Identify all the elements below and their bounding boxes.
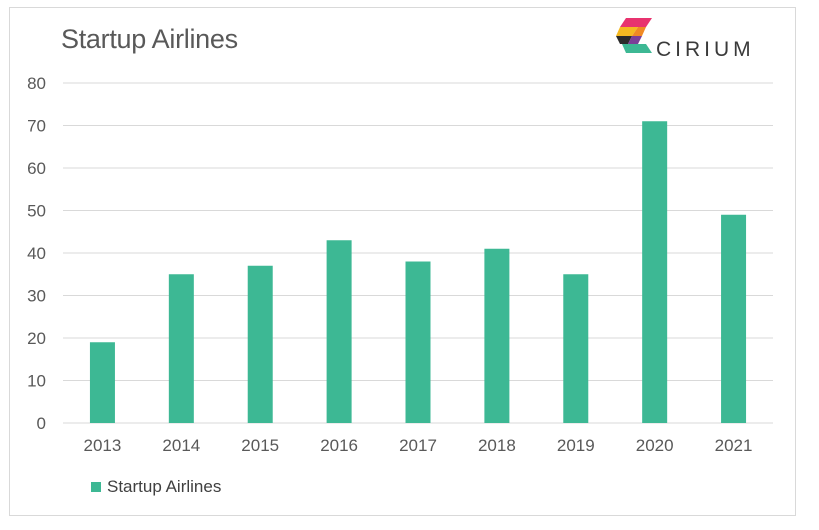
y-tick-label: 20 bbox=[27, 329, 46, 348]
x-tick-label: 2020 bbox=[636, 436, 674, 455]
y-tick-label: 40 bbox=[27, 244, 46, 263]
y-tick-label: 30 bbox=[27, 287, 46, 306]
x-tick-label: 2018 bbox=[478, 436, 516, 455]
y-tick-label: 80 bbox=[27, 74, 46, 93]
x-tick-label: 2019 bbox=[557, 436, 595, 455]
y-tick-label: 50 bbox=[27, 202, 46, 221]
y-tick-label: 70 bbox=[27, 117, 46, 136]
bar-2020 bbox=[642, 121, 668, 423]
bar-2013 bbox=[89, 342, 115, 423]
cirium-logo-text: CIRIUM bbox=[656, 38, 755, 61]
x-tick-label: 2014 bbox=[162, 436, 200, 455]
y-tick-label: 10 bbox=[27, 372, 46, 391]
x-tick-label: 2013 bbox=[84, 436, 122, 455]
y-tick-label: 0 bbox=[37, 414, 46, 433]
bar-2016 bbox=[326, 240, 352, 423]
cirium-logo: CIRIUM bbox=[616, 18, 776, 66]
legend-swatch bbox=[91, 482, 101, 492]
bar-2021 bbox=[721, 214, 747, 423]
x-tick-label: 2015 bbox=[241, 436, 279, 455]
legend-label: Startup Airlines bbox=[107, 477, 222, 496]
bar-2015 bbox=[247, 265, 273, 423]
y-axis-ticks: 0 10 20 30 40 50 60 70 80 bbox=[27, 74, 46, 433]
bar-2018 bbox=[484, 248, 510, 423]
x-tick-label: 2021 bbox=[715, 436, 753, 455]
x-axis-ticks: 2013 2014 2015 2016 2017 2018 2019 2020 2021 bbox=[84, 436, 753, 455]
legend: Startup Airlines bbox=[91, 477, 221, 497]
bar-2014 bbox=[168, 274, 194, 423]
bar-2017 bbox=[405, 261, 431, 423]
x-tick-label: 2017 bbox=[399, 436, 437, 455]
y-tick-label: 60 bbox=[27, 159, 46, 178]
bar-2019 bbox=[563, 274, 589, 423]
bars bbox=[89, 121, 747, 423]
chart-title: Startup Airlines bbox=[61, 24, 238, 54]
cirium-logo-icon bbox=[616, 18, 652, 53]
x-tick-label: 2016 bbox=[320, 436, 358, 455]
